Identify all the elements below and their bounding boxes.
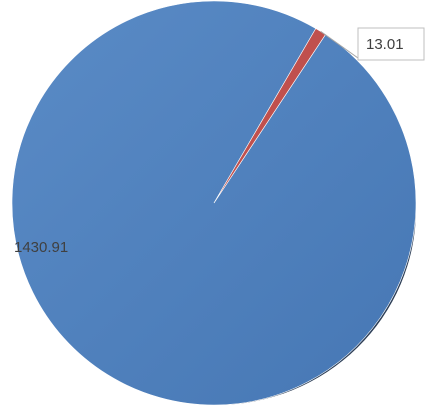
leader-line-2 [320,31,359,59]
data-label-2: 13.01 [366,36,404,53]
pie-slices [11,0,417,406]
pie-labels: 1430.91 13.01 [14,27,425,256]
data-label-box-2 [357,27,425,61]
data-label-1: 1430.91 [14,239,68,256]
